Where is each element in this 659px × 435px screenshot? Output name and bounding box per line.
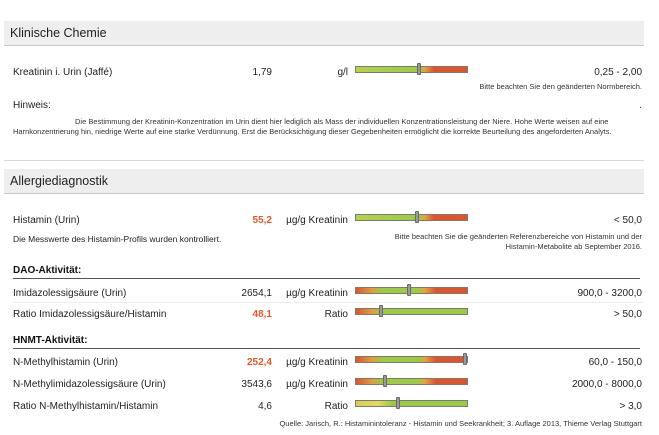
hnmt-row-2-range: 2000,0 - 8000,0 [571,379,642,390]
section-title: Allergiediagnostik [10,174,108,188]
hnmt-row-1-range-bar [355,356,468,363]
histamin-unit: µg/g Kreatinin [286,215,348,226]
kreatinin-range-bar [355,66,468,73]
histamin-range: < 50,0 [613,215,642,226]
hinweis-text: Die Bestimmung der Kreatinin-Konzentrati… [13,117,612,136]
hnmt-row-3-marker [396,397,401,409]
kreatinin-marker [417,63,422,75]
hnmt-row-2-marker [383,375,388,387]
row-divider [13,302,644,303]
dao-row-2-value: 48,1 [252,309,272,320]
kreatinin-note: Bitte beachten Sie den geänderten Normbe… [479,82,642,91]
dao-row-2-range-bar [355,308,468,315]
hnmt-row-3-name: Ratio N-Methylhistamin/Histamin [13,401,159,412]
hnmt-row-2-unit: µg/g Kreatinin [286,379,348,390]
dao-row-1-marker [407,284,412,296]
dao-row-1-name: Imidazolessigsäure (Urin) [13,288,127,299]
hinweis-label: Hinweis: [13,100,51,111]
hinweis-dot: . [639,100,642,111]
dao-row-1-range: 900,0 - 3200,0 [577,288,643,299]
histamin-value: 55,2 [252,215,272,226]
source-citation: Quelle: Jarisch, R.: Histaminintoleranz … [279,419,642,428]
section-header-klinische-chemie: Klinische Chemie [4,21,644,46]
histamin-marker [414,211,419,223]
hnmt-row-3-unit: Ratio [324,401,348,412]
dao-title: DAO-Aktivität: [13,265,82,276]
divider [4,160,644,161]
hnmt-row-1-value: 252,4 [246,357,272,368]
dao-row-2-range: > 50,0 [613,309,642,320]
hnmt-row-2-range-bar [355,378,468,385]
section-title: Klinische Chemie [10,26,107,40]
hnmt-row-2-name: N-Methylimidazolessigsäure (Urin) [13,379,166,390]
kreatinin-value: 1,79 [252,67,272,78]
dao-row-2-name: Ratio Imidazolessigsäure/Histamin [13,309,167,320]
profile-note: Die Messwerte des Histamin-Profils wurde… [13,234,222,244]
dao-row-2-marker [378,305,383,317]
dao-row-2-unit: Ratio [324,309,348,320]
hnmt-row-1-name: N-Methylhistamin (Urin) [13,357,119,368]
dao-row-1-value: 2654,1 [241,288,272,299]
hnmt-row-3-range-bar [355,400,468,407]
hnmt-row-3-value: 4,6 [258,401,272,412]
histamin-note: Bitte beachten Sie die geänderten Refere… [394,232,642,251]
histamin-range-bar [355,214,468,221]
dao-underline [13,278,640,279]
hnmt-row-1-range: 60,0 - 150,0 [588,357,642,368]
hnmt-row-1-unit: µg/g Kreatinin [286,357,348,368]
section-header-allergiediagnostik: Allergiediagnostik [4,169,644,194]
histamin-name: Histamin (Urin) [13,215,80,226]
hnmt-row-3-range: > 3,0 [619,401,642,412]
hnmt-row-2-value: 3543,6 [241,379,272,390]
kreatinin-name: Kreatinin i. Urin (Jaffé) [13,67,113,78]
dao-row-1-range-bar [355,287,468,294]
hnmt-row-1-marker [462,353,467,365]
kreatinin-unit: g/l [337,67,348,78]
kreatinin-range: 0,25 - 2,00 [594,67,642,78]
dao-row-1-unit: µg/g Kreatinin [286,288,348,299]
hnmt-title: HNMT-Aktivität: [13,335,88,346]
hnmt-underline [13,348,640,349]
